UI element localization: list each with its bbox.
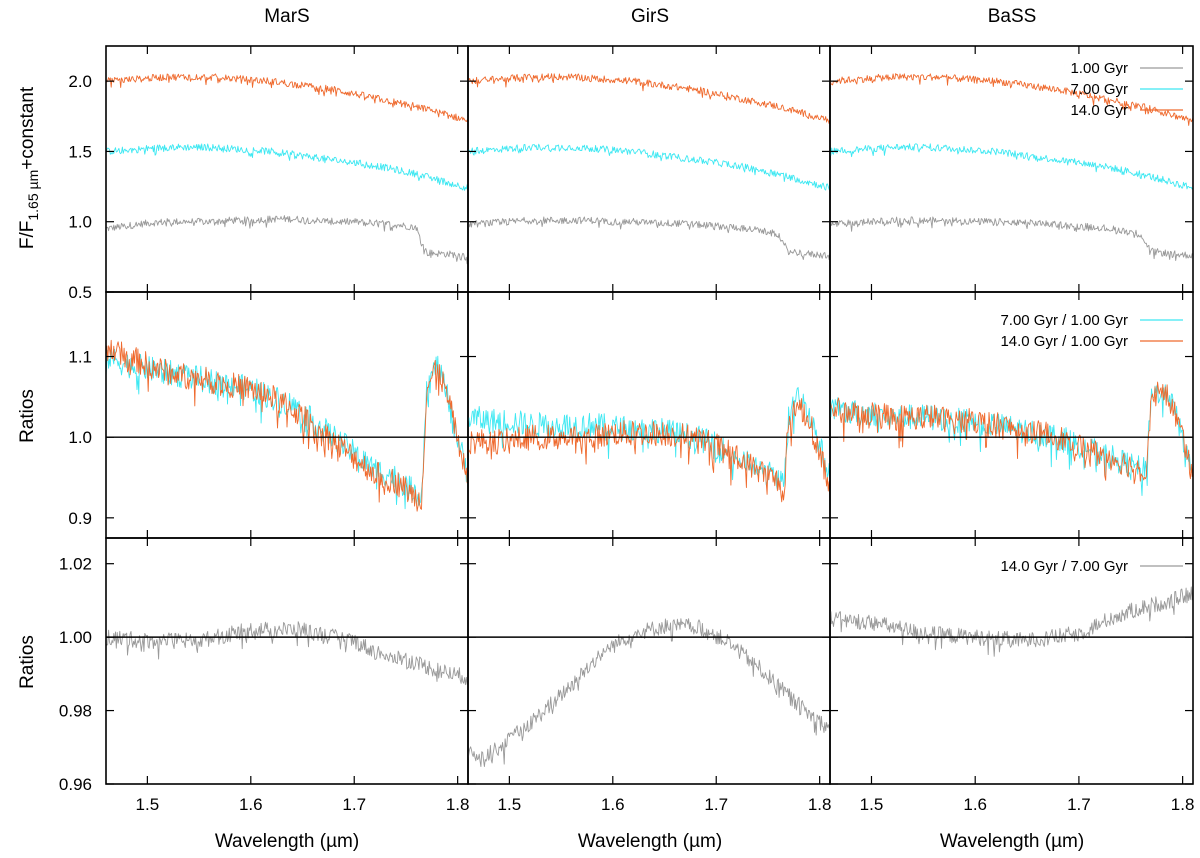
row1-mars-series-3-line xyxy=(105,73,469,123)
row2-girs-frame xyxy=(467,291,831,539)
row3-bass-series-1-line xyxy=(829,586,1194,657)
xlabel-mars: Wavelength (µm) xyxy=(215,831,359,852)
row3-girs-xtick-label: 1.8 xyxy=(808,795,832,814)
row1-bass-frame xyxy=(829,45,1194,293)
row1-ylabel-main: F/F xyxy=(17,221,38,250)
row1-mars-ytick-label: 1.0 xyxy=(68,213,92,232)
row3-mars-xtick-label: 1.5 xyxy=(136,795,160,814)
column-title-bass: BaSS xyxy=(988,6,1037,27)
row2-mars-ytick-label: 1.1 xyxy=(68,348,92,367)
row3-girs-frame xyxy=(467,537,831,785)
row1-bass-series-3-line xyxy=(829,73,1194,126)
row3-girs-xtick-label: 1.5 xyxy=(498,795,522,814)
row3-mars-xtick-label: 1.8 xyxy=(446,795,470,814)
row2-ylabel: Ratios xyxy=(17,389,38,443)
row3-mars-ytick-label: 0.96 xyxy=(59,775,92,794)
row3-bass-frame xyxy=(829,537,1194,785)
row2-mars-ytick-label: 0.9 xyxy=(68,509,92,528)
row3-girs-xtick-label: 1.7 xyxy=(704,795,728,814)
row3-mars-xtick-label: 1.6 xyxy=(239,795,263,814)
row2-bass-series-2-line xyxy=(829,381,1194,485)
row1-mars-ytick-label: 1.5 xyxy=(68,142,92,161)
column-title-girs: GirS xyxy=(631,6,669,27)
row2-bass-legend-label-1: 7.00 Gyr / 1.00 Gyr xyxy=(1000,312,1128,329)
row1-girs-series-2-line xyxy=(467,143,831,191)
row3-mars-xtick-label: 1.7 xyxy=(342,795,366,814)
row1-bass-legend-label-2: 7.00 Gyr xyxy=(1070,81,1128,98)
row3-bass-xtick-label: 1.8 xyxy=(1171,795,1195,814)
row2-mars-series-1-line xyxy=(105,345,469,510)
row3-mars-ytick-label: 1.02 xyxy=(59,555,92,574)
xlabel-girs: Wavelength (µm) xyxy=(578,831,722,852)
plot-layer: 0.5 1.0 1.5 2.0 1.00 Gyr 7.00 Gyr 14.0 Gyr 0.9 1… xyxy=(59,45,1195,814)
row1-bass-legend-label-3: 14.0 Gyr xyxy=(1070,102,1128,119)
row1-bass-series-2-line xyxy=(829,143,1194,190)
row3-mars-series-1-line xyxy=(105,621,469,686)
row3-mars-ytick-label: 0.98 xyxy=(59,702,92,721)
row2-girs-series-2-line xyxy=(467,398,831,503)
row2-mars-ytick-label: 1.0 xyxy=(68,428,92,447)
row1-mars-ytick-label: 0.5 xyxy=(68,283,92,302)
row3-bass-xtick-label: 1.6 xyxy=(963,795,987,814)
row1-girs-series-3-line xyxy=(467,73,831,124)
row1-girs-series-1-line xyxy=(467,216,831,261)
row1-mars-series-2-line xyxy=(105,143,469,191)
row1-mars-frame xyxy=(105,45,469,293)
row2-girs-series-1-line xyxy=(467,387,831,491)
row1-bass-series-1-line xyxy=(829,216,1194,262)
row1-ylabel-suffix: +constant xyxy=(17,86,38,170)
row3-bass-legend-label-1: 14.0 Gyr / 7.00 Gyr xyxy=(1000,558,1128,575)
row3-girs-series-1-line xyxy=(467,618,831,768)
row2-bass-series-1-line xyxy=(829,384,1194,496)
xlabel-bass: Wavelength (µm) xyxy=(940,831,1084,852)
row3-mars-ytick-label: 1.00 xyxy=(59,628,92,647)
row1-ylabel-subscript: 1.65 µm xyxy=(25,170,41,221)
row1-mars-series-1-line xyxy=(106,215,469,265)
row3-bass-xtick-label: 1.7 xyxy=(1067,795,1091,814)
row2-bass-legend-label-2: 14.0 Gyr / 1.00 Gyr xyxy=(1000,333,1128,350)
column-title-mars: MarS xyxy=(264,6,309,27)
row1-ylabel: F/F1.65 µm+constant xyxy=(17,86,41,249)
row1-mars-ytick-label: 2.0 xyxy=(68,72,92,91)
row1-bass-legend-label-1: 1.00 Gyr xyxy=(1070,60,1128,77)
row3-mars-frame xyxy=(105,537,469,785)
row3-bass-xtick-label: 1.5 xyxy=(860,795,884,814)
row3-ylabel: Ratios xyxy=(17,635,38,689)
row3-girs-xtick-label: 1.6 xyxy=(601,795,625,814)
row2-mars-series-2-line xyxy=(105,339,469,512)
